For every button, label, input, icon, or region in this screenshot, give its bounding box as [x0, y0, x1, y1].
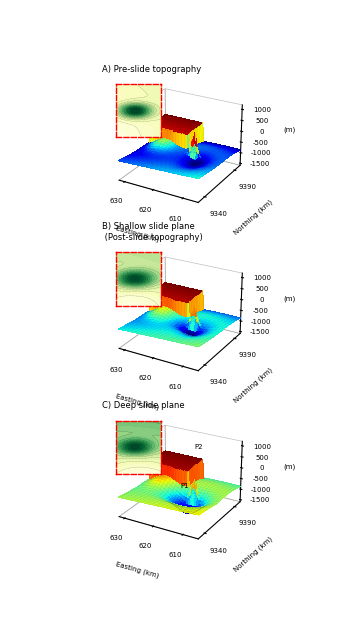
- Y-axis label: Northing (km): Northing (km): [233, 367, 274, 404]
- Text: A) Pre-slide topography: A) Pre-slide topography: [102, 64, 201, 74]
- Y-axis label: Northing (km): Northing (km): [233, 535, 274, 573]
- X-axis label: Easting (km): Easting (km): [115, 561, 159, 579]
- Text: C) Deep slide plane: C) Deep slide plane: [102, 401, 184, 410]
- X-axis label: Easting (km): Easting (km): [115, 225, 159, 243]
- X-axis label: Easting (km): Easting (km): [115, 393, 159, 411]
- Y-axis label: Northing (km): Northing (km): [233, 199, 274, 236]
- Text: B) Shallow slide plane
 (Post-slide topography): B) Shallow slide plane (Post-slide topog…: [102, 222, 202, 242]
